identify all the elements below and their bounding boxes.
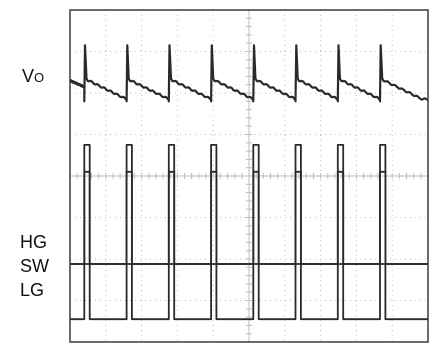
sw-trace [70,170,428,265]
hg-channel-label: HG [20,232,47,252]
vo-trace [68,44,429,103]
scope-grid [69,9,429,343]
vo-channel-label: VO [22,66,45,86]
scope-traces [68,44,429,321]
sw-channel-label: SW [20,256,49,276]
lg-trace [70,263,428,321]
scope-frame [69,9,429,343]
lg-channel-label: LG [20,280,45,300]
